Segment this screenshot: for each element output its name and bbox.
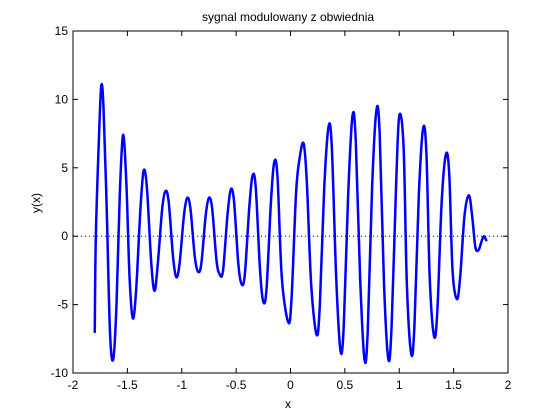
y-tick-label: 10: [55, 92, 69, 106]
series-layer: [73, 82, 508, 365]
y-tick-label: 5: [61, 161, 68, 175]
y-tick-label: -5: [57, 298, 68, 312]
chart-title: sygnal modulowany z obwiednia: [202, 10, 374, 24]
y-tick-label: -10: [51, 366, 69, 380]
x-tick-label: 0: [287, 378, 294, 392]
signal-series-line: [93, 82, 488, 365]
y-axis-label: y(x): [29, 193, 43, 213]
y-tick-label: 15: [55, 24, 69, 38]
x-axis-label: x: [285, 397, 291, 411]
x-tick-label: -1.5: [117, 378, 138, 392]
x-tick-label: -1: [176, 378, 187, 392]
x-tick-label: 0.5: [337, 378, 354, 392]
y-tick-label: 0: [61, 229, 68, 243]
x-tick-label: -2: [68, 378, 79, 392]
x-tick-label: 2: [505, 378, 512, 392]
axis-ticks: -2 -1.5 -1 -0.5 0 0.5 1 1.5 2 -10 -5 0 5 10 15: [51, 24, 512, 392]
x-tick-label: 1: [396, 378, 403, 392]
x-tick-label: 1.5: [445, 378, 462, 392]
x-tick-label: -0.5: [226, 378, 247, 392]
